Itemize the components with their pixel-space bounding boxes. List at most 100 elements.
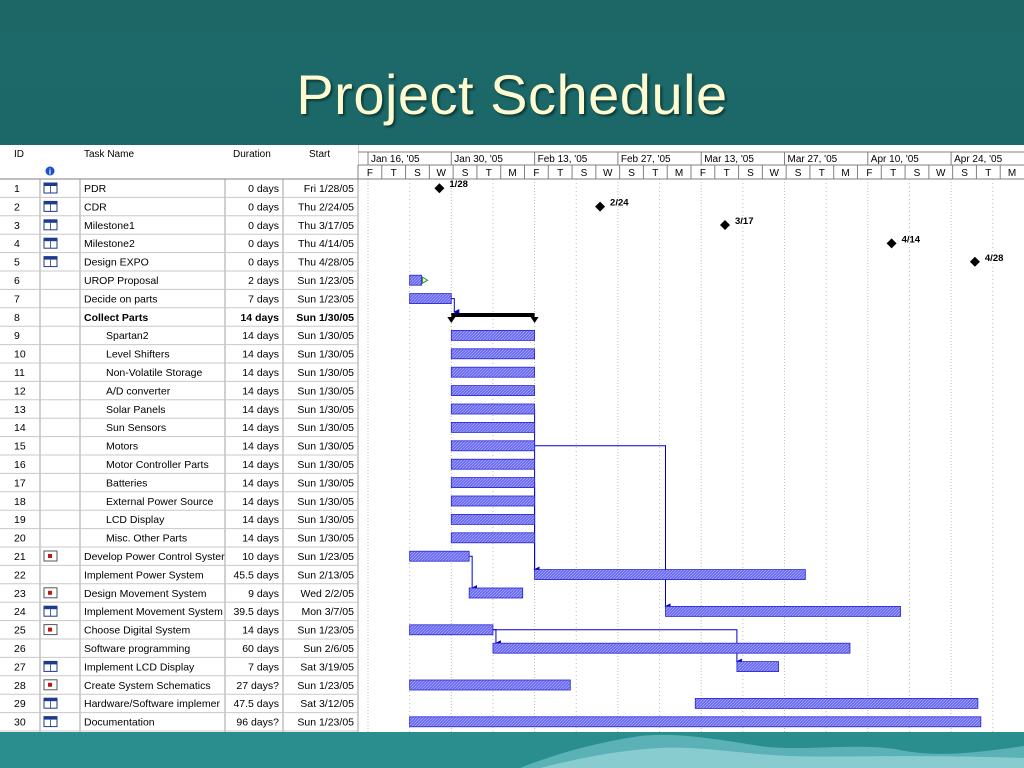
task-bar[interactable] bbox=[450, 385, 535, 397]
summary-bar-start-cap bbox=[447, 317, 456, 323]
table-row[interactable]: 23 Design Movement System 9 days Wed 2/2/05 bbox=[0, 587, 358, 603]
task-duration: 14 days bbox=[240, 312, 279, 324]
task-id: 19 bbox=[14, 514, 26, 526]
task-bar[interactable] bbox=[450, 477, 535, 489]
task-id: 29 bbox=[14, 698, 26, 710]
day-label: S bbox=[462, 168, 469, 179]
task-duration: 7 days bbox=[248, 661, 279, 673]
table-row[interactable]: 9 Spartan2 14 days Sun 1/30/05 bbox=[0, 330, 358, 346]
task-duration: 14 days bbox=[242, 496, 279, 508]
table-row[interactable]: 24 Implement Movement System 39.5 days Mon … bbox=[0, 605, 358, 622]
table-row[interactable]: 11 Non-Volatile Storage 14 days Sun 1/30/05 bbox=[0, 367, 358, 382]
task-bar[interactable] bbox=[409, 550, 470, 562]
table-row[interactable]: 18 External Power Source 14 days Sun 1/30/0… bbox=[0, 496, 358, 511]
table-row[interactable]: 29 Hardware/Software implemer 47.5 days Sat… bbox=[0, 697, 358, 714]
task-bar[interactable] bbox=[409, 679, 571, 691]
table-row[interactable]: 3 Milestone1 0 days Thu 3/17/05 bbox=[0, 219, 358, 235]
task-id: 25 bbox=[14, 625, 26, 637]
milestone-label: 2/24 bbox=[610, 198, 629, 209]
table-row[interactable]: 20 Misc. Other Parts 14 days Sun 1/30/05 bbox=[0, 533, 358, 548]
table-row[interactable]: 17 Batteries 14 days Sun 1/30/05 bbox=[0, 477, 358, 493]
table-row[interactable]: 1 PDR 0 days Fri 1/28/05 bbox=[0, 182, 358, 198]
table-row[interactable]: 22 Implement Power System 45.5 days Sun 2/1… bbox=[0, 569, 358, 585]
task-bar[interactable] bbox=[450, 329, 535, 341]
day-label: S bbox=[628, 168, 635, 179]
task-bar[interactable] bbox=[409, 274, 422, 286]
task-bar[interactable] bbox=[409, 624, 494, 636]
task-start: Thu 4/28/05 bbox=[298, 257, 354, 269]
week-label: Apr 24, '05 bbox=[954, 154, 1002, 165]
task-id: 16 bbox=[14, 459, 26, 471]
task-start: Sun 1/23/05 bbox=[297, 275, 354, 287]
task-bar[interactable] bbox=[665, 605, 901, 617]
day-label: T bbox=[391, 168, 397, 179]
day-label: W bbox=[770, 168, 780, 179]
week-label: Jan 16, '05 bbox=[371, 154, 420, 165]
day-label: F bbox=[533, 168, 539, 179]
task-bar[interactable] bbox=[694, 698, 979, 709]
table-row[interactable]: 2 CDR 0 days Thu 2/24/05 bbox=[0, 200, 358, 217]
table-row[interactable]: 4 Milestone2 0 days Thu 4/14/05 bbox=[0, 237, 358, 254]
table-row[interactable]: 10 Level Shifters 14 days Sun 1/30/05 bbox=[0, 349, 358, 364]
task-bar[interactable] bbox=[450, 403, 535, 415]
table-row[interactable]: 12 A/D converter 14 days Sun 1/30/05 bbox=[0, 385, 358, 401]
table-row[interactable]: 6 UROP Proposal 2 days Sun 1/23/05 bbox=[0, 275, 358, 290]
task-id: 24 bbox=[14, 606, 26, 618]
task-bar[interactable] bbox=[450, 348, 535, 360]
table-row[interactable]: 27 Implement LCD Display 7 days Sat 3/19/05 bbox=[0, 660, 358, 677]
day-label: S bbox=[914, 168, 921, 179]
task-id: 27 bbox=[14, 661, 26, 673]
calendar-icon-top bbox=[44, 183, 57, 186]
table-row[interactable]: 16 Motor Controller Parts 14 days Sun 1/30/… bbox=[0, 459, 358, 474]
task-name: Spartan2 bbox=[106, 330, 149, 342]
table-row[interactable]: 30 Documentation 96 days? Sun 1/23/05 bbox=[0, 716, 358, 732]
task-duration: 14 days bbox=[242, 533, 279, 545]
task-name: Develop Power Control Syster bbox=[84, 551, 225, 563]
task-id: 8 bbox=[14, 312, 20, 324]
task-bar[interactable] bbox=[450, 513, 535, 525]
task-id: 13 bbox=[14, 404, 26, 416]
table-row[interactable]: 26 Software programming 60 days Sun 2/6/05 bbox=[0, 643, 358, 658]
milestone-diamond bbox=[886, 238, 897, 249]
task-name: Milestone2 bbox=[84, 238, 135, 250]
progress-flag-icon bbox=[422, 276, 429, 285]
task-bar[interactable] bbox=[450, 532, 535, 544]
calendar-icon-top bbox=[44, 716, 57, 720]
task-name: Motor Controller Parts bbox=[106, 459, 209, 471]
table-row[interactable]: 28 Create System Schematics 27 days? Sun 1/… bbox=[0, 679, 358, 695]
task-bar[interactable] bbox=[450, 495, 535, 507]
day-label: M bbox=[508, 168, 516, 179]
task-bar[interactable] bbox=[450, 421, 535, 433]
task-name: Decide on parts bbox=[84, 293, 158, 305]
task-bar[interactable] bbox=[409, 293, 452, 305]
table-row[interactable]: 7 Decide on parts 7 days Sun 1/23/05 bbox=[0, 293, 358, 309]
task-bar[interactable] bbox=[450, 440, 535, 452]
task-bar[interactable] bbox=[492, 642, 851, 654]
task-bar[interactable] bbox=[409, 716, 982, 728]
milestone-label: 3/17 bbox=[735, 216, 754, 227]
table-row[interactable]: 8 Collect Parts 14 days Sun 1/30/05 bbox=[0, 312, 358, 327]
task-id: 3 bbox=[14, 220, 20, 232]
info-icon bbox=[45, 166, 55, 176]
table-row[interactable]: 15 Motors 14 days Sun 1/30/05 bbox=[0, 441, 358, 456]
milestone-label: 1/28 bbox=[449, 179, 468, 190]
table-row[interactable]: 25 Choose Digital System 14 days Sun 1/23/0… bbox=[0, 624, 358, 640]
table-row[interactable]: 19 LCD Display 14 days Sun 1/30/05 bbox=[0, 514, 358, 530]
table-row[interactable]: 13 Solar Panels 14 days Sun 1/30/05 bbox=[0, 404, 358, 419]
task-duration: 45.5 days bbox=[233, 569, 279, 581]
task-bar[interactable] bbox=[736, 661, 779, 672]
task-name: Implement LCD Display bbox=[84, 661, 195, 673]
table-row[interactable]: 21 Develop Power Control Syster 10 days Sun… bbox=[0, 550, 358, 566]
task-bar[interactable] bbox=[468, 587, 524, 599]
task-duration: 10 days bbox=[242, 551, 279, 563]
task-bar[interactable] bbox=[450, 458, 535, 470]
table-row[interactable]: 5 Design EXPO 0 days Thu 4/28/05 bbox=[0, 256, 358, 272]
task-name: Batteries bbox=[106, 477, 147, 489]
task-id: 4 bbox=[14, 238, 20, 250]
task-start: Sun 1/30/05 bbox=[297, 349, 354, 361]
task-bar[interactable] bbox=[450, 366, 535, 378]
table-row[interactable]: 14 Sun Sensors 14 days Sun 1/30/05 bbox=[0, 422, 358, 438]
task-duration: 9 days bbox=[248, 588, 279, 600]
task-bar[interactable] bbox=[534, 569, 806, 581]
task-id: 20 bbox=[14, 533, 26, 545]
